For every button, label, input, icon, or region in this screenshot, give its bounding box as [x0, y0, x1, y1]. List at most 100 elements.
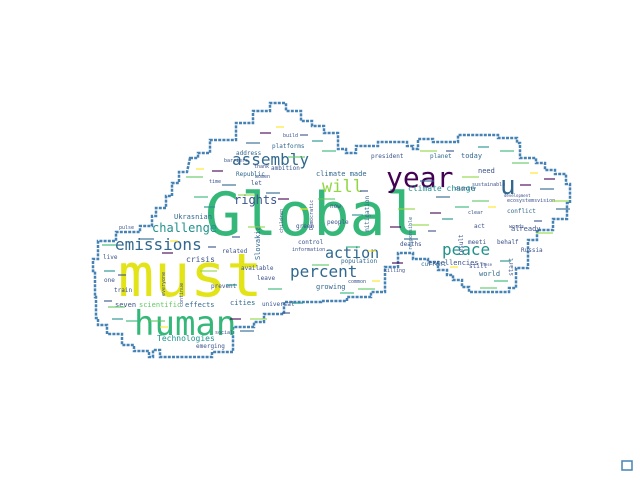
word-let: let	[251, 180, 262, 187]
filler-word-mark	[500, 150, 514, 152]
filler-word-mark	[512, 162, 529, 164]
word-still: still	[469, 263, 487, 270]
filler-word-mark	[232, 236, 240, 238]
word-platforms: platforms	[272, 143, 305, 150]
word-planet: planet	[430, 153, 452, 160]
word-u: u	[500, 171, 516, 201]
filler-word-mark	[250, 318, 267, 320]
filler-word-mark	[318, 198, 335, 200]
filler-word-mark	[488, 206, 496, 208]
word-information: information	[292, 247, 325, 253]
filler-word-mark	[462, 176, 479, 178]
word-live: live	[103, 254, 118, 261]
word-clear: clear	[468, 210, 483, 216]
word-dignity: dignity	[455, 186, 476, 192]
filler-word-mark	[162, 252, 173, 254]
filler-word-mark	[300, 208, 308, 210]
word-rights: rights	[234, 193, 277, 207]
filler-word-mark	[368, 250, 376, 252]
word-responsible: responsible	[408, 217, 414, 250]
word-ecosystem: ecosystemsvision	[507, 198, 555, 204]
word-cities: cities	[230, 299, 255, 307]
filler-word-mark	[226, 284, 237, 286]
word-scientific: scientific	[139, 301, 181, 309]
filler-word-mark	[196, 168, 204, 170]
word-words: words	[509, 224, 524, 230]
filler-word-mark	[204, 206, 215, 208]
word-deaths: deaths	[400, 241, 422, 248]
filler-word-mark	[186, 176, 203, 178]
filler-word-mark	[372, 280, 380, 282]
word-effects: effects	[185, 301, 215, 309]
word-climate-change: climate change	[408, 184, 476, 193]
filler-word-mark	[112, 318, 123, 320]
word-pulse: pulse	[119, 225, 134, 231]
filler-word-mark	[430, 212, 441, 214]
filler-word-mark	[428, 230, 436, 232]
filler-word-mark	[544, 178, 555, 180]
word-conflict: conflict	[507, 208, 536, 215]
word-seven: seven	[115, 301, 136, 309]
filler-word-mark	[288, 156, 305, 158]
filler-word-mark	[200, 270, 217, 272]
filler-word-mark	[312, 140, 323, 142]
word-meeti: meeti	[468, 239, 486, 246]
filler-word-mark	[420, 150, 437, 152]
filler-word-mark	[436, 196, 450, 198]
filler-word-mark	[108, 306, 125, 308]
filler-word-mark	[360, 190, 368, 192]
word-available: available	[241, 265, 274, 272]
filler-word-mark	[292, 302, 303, 304]
word-thank: thank	[254, 164, 269, 170]
word-killing: killing	[384, 268, 405, 274]
filler-word-mark	[194, 196, 208, 198]
filler-word-mark	[346, 246, 360, 248]
filler-word-mark	[494, 280, 508, 282]
filler-word-mark	[478, 146, 489, 148]
word-continue: continue	[179, 283, 185, 307]
filler-word-mark	[246, 142, 260, 144]
word-today: today	[461, 152, 482, 160]
word-behalf: behalf	[497, 239, 519, 246]
word-emerging: emerging	[196, 343, 225, 350]
filler-word-mark	[104, 300, 112, 302]
word-percent: percent	[290, 262, 357, 281]
word-development: development	[504, 193, 531, 198]
word-common: common	[348, 279, 366, 285]
filler-word-mark	[212, 170, 223, 172]
filler-word-mark	[446, 150, 454, 152]
filler-word-mark	[266, 192, 280, 194]
word-address: address	[236, 150, 262, 157]
filler-word-mark	[420, 180, 434, 182]
filler-word-mark	[260, 132, 271, 134]
word-women: women	[255, 174, 270, 180]
word-result: result	[458, 234, 465, 256]
word-human: human	[134, 304, 236, 344]
word-build: build	[283, 133, 298, 139]
corner-icon	[621, 460, 633, 471]
word-world: world	[479, 270, 500, 278]
filler-word-mark	[540, 188, 554, 190]
word-crisis: crisis	[186, 255, 215, 264]
word-green: green	[296, 223, 314, 230]
filler-word-mark	[556, 208, 570, 210]
filler-word-mark	[170, 240, 178, 242]
word-now: now	[330, 203, 341, 210]
word-special: social	[215, 330, 233, 336]
filler-word-mark	[268, 288, 282, 290]
filler-word-mark	[148, 320, 165, 322]
word-start: start	[508, 258, 515, 276]
filler-word-mark	[282, 312, 290, 314]
word-growing: growing	[316, 283, 346, 291]
filler-word-mark	[312, 264, 329, 266]
word-president: president	[371, 153, 404, 160]
filler-word-mark	[534, 220, 542, 222]
word-act: act	[474, 223, 485, 230]
filler-word-mark	[104, 270, 115, 272]
filler-word-mark	[472, 200, 489, 202]
cloud-outline	[91, 101, 572, 359]
word-related: related	[222, 248, 248, 255]
word-assembly: assembly	[232, 150, 309, 169]
filler-word-mark	[404, 238, 418, 240]
word-russia: Russia	[521, 247, 543, 254]
